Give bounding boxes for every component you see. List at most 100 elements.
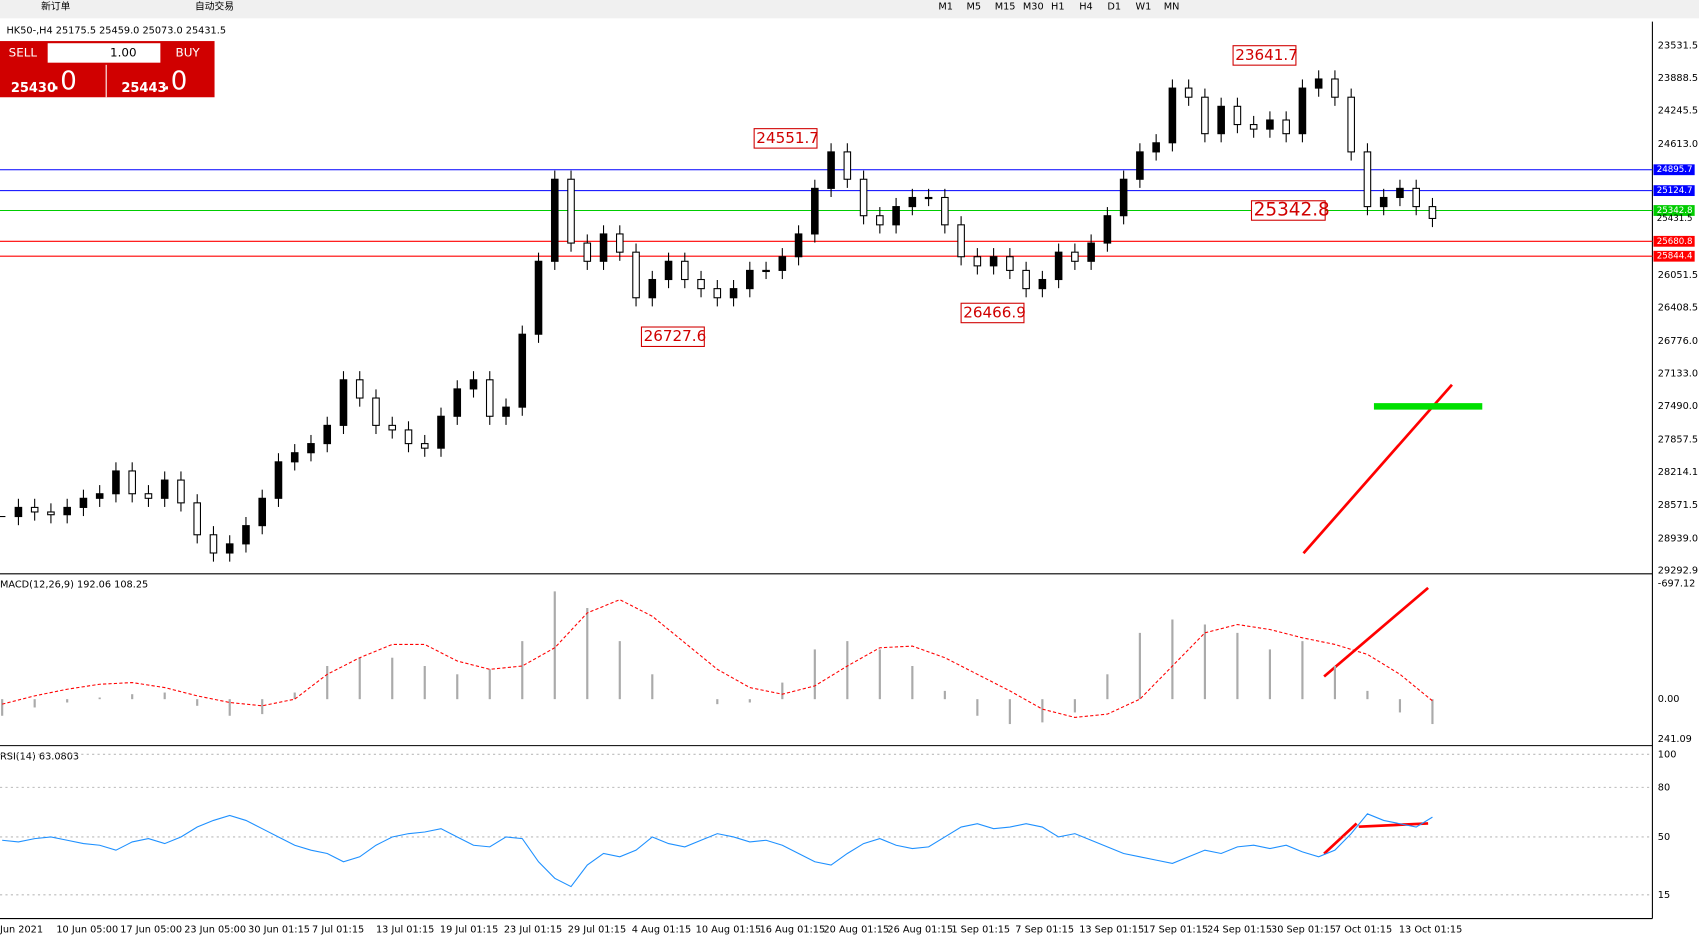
candle <box>876 215 884 226</box>
annotation-box <box>1250 200 1326 221</box>
candle <box>30 506 39 513</box>
auto-trading-button[interactable]: 自动交易 <box>195 0 234 12</box>
level-label: 24895.7 <box>1657 165 1693 175</box>
candle <box>63 506 71 516</box>
y-tick-label: 0.00 <box>1658 694 1680 705</box>
timeframe-button[interactable]: M30 <box>1023 1 1044 12</box>
arrow <box>1358 822 1429 829</box>
y-tick-label: 80 <box>1658 782 1670 793</box>
level-label: 25342.8 <box>1657 206 1693 216</box>
candle <box>1298 87 1307 135</box>
candle <box>664 260 673 281</box>
timeframe-button[interactable]: M5 <box>967 1 982 12</box>
candle <box>762 269 770 273</box>
timeframe-button[interactable]: M15 <box>995 1 1016 12</box>
candle <box>274 461 283 499</box>
timeframe-button[interactable]: H1 <box>1051 1 1065 12</box>
candle <box>79 497 88 508</box>
y-tick-label: 28939.0 <box>1658 533 1698 544</box>
y-tick-label: 24613.0 <box>1658 139 1698 150</box>
y-tick-label: 26776.0 <box>1658 336 1698 347</box>
new-order-button[interactable]: 新订单 <box>41 0 70 12</box>
candle <box>453 388 462 417</box>
candle <box>550 178 559 262</box>
candle <box>599 233 608 262</box>
x-tick-label: 13 Jul 01:15 <box>376 924 434 935</box>
annotation-box <box>753 128 818 149</box>
x-tick-label: 13 Sep 01:15 <box>1079 924 1144 935</box>
annotation-box <box>640 326 705 348</box>
candle <box>973 256 982 267</box>
y-tick-label: 23888.5 <box>1658 73 1698 84</box>
x-tick-label: 17 Jun 05:00 <box>120 924 182 935</box>
buy-button[interactable]: BUY <box>176 45 201 59</box>
volume[interactable]: 1.00 <box>110 45 137 59</box>
trade-panel: SELL 1.00 BUY 25430 .0 25443 .0 <box>0 41 215 98</box>
x-tick-label: 10 Aug 01:15 <box>696 924 762 935</box>
x-tick-label: 16 Aug 01:15 <box>760 924 826 935</box>
candle <box>388 424 397 431</box>
timeframe-button[interactable]: D1 <box>1107 1 1121 12</box>
timeframe-button[interactable]: M1 <box>938 1 953 12</box>
candle <box>892 206 900 226</box>
indicator-title: MACD(12,26,9) 192.06 108.25 <box>0 580 148 591</box>
candle <box>1428 206 1437 219</box>
timeframe-button[interactable]: MN <box>1164 1 1180 12</box>
candle <box>1201 96 1209 135</box>
bid-tail: .0 <box>52 67 77 97</box>
timeframe-button[interactable]: H4 <box>1079 1 1093 12</box>
current-price: 25431.5 <box>1657 214 1693 224</box>
candle <box>908 196 917 208</box>
y-tick-label: 27490.0 <box>1658 401 1698 412</box>
arrow <box>1323 586 1429 678</box>
bid-main: 25430 <box>11 81 56 96</box>
candle <box>1103 215 1112 244</box>
annotation: 24551.7 <box>756 129 819 147</box>
drawn-arrows <box>1302 383 1483 855</box>
y-tick-label: 28214.1 <box>1658 467 1698 478</box>
level-label-bg <box>1653 205 1695 216</box>
y-tick-label: 100 <box>1658 749 1677 760</box>
annotation: 23641.7 <box>1235 46 1298 64</box>
level-label: 25844.4 <box>1657 252 1693 262</box>
candle <box>1233 105 1242 126</box>
candle <box>95 493 104 499</box>
y-tick-label: 241.09 <box>1658 734 1692 745</box>
candle <box>1087 242 1095 262</box>
candle <box>209 534 218 554</box>
y-tick-label: 15 <box>1658 890 1670 901</box>
y-tick-label: 27133.0 <box>1658 369 1698 380</box>
candle <box>1282 119 1290 135</box>
candle <box>502 406 510 417</box>
annotation-box <box>960 302 1025 324</box>
timeframe-button[interactable]: W1 <box>1136 1 1152 12</box>
rsi-line <box>2 813 1433 888</box>
candle <box>128 470 136 495</box>
volume-box[interactable] <box>47 43 161 63</box>
candle <box>989 256 998 267</box>
candle <box>323 424 332 445</box>
candle <box>225 543 234 554</box>
candle <box>941 196 949 226</box>
candle <box>1412 187 1420 208</box>
sell-button[interactable]: SELL <box>9 45 38 59</box>
candle <box>47 511 55 516</box>
level-label-bg <box>1653 164 1695 176</box>
level-label-bg <box>1653 235 1695 247</box>
toolbar <box>0 0 1699 19</box>
candle <box>1396 187 1404 199</box>
x-tick-label: 10 Jun 05:00 <box>56 924 118 935</box>
candle <box>794 233 803 258</box>
candle <box>713 288 722 299</box>
y-tick-label: -697.12 <box>1658 579 1696 590</box>
candle <box>1006 256 1014 271</box>
candle <box>160 479 169 499</box>
y-tick-label: 27857.5 <box>1658 435 1698 446</box>
x-tick-label: 23 Jun 05:00 <box>184 924 246 935</box>
y-tick-label: 28571.5 <box>1658 500 1698 511</box>
ask-main: 25443 <box>121 81 166 96</box>
candle <box>957 224 965 258</box>
candle <box>420 443 429 449</box>
candle <box>1168 87 1177 144</box>
